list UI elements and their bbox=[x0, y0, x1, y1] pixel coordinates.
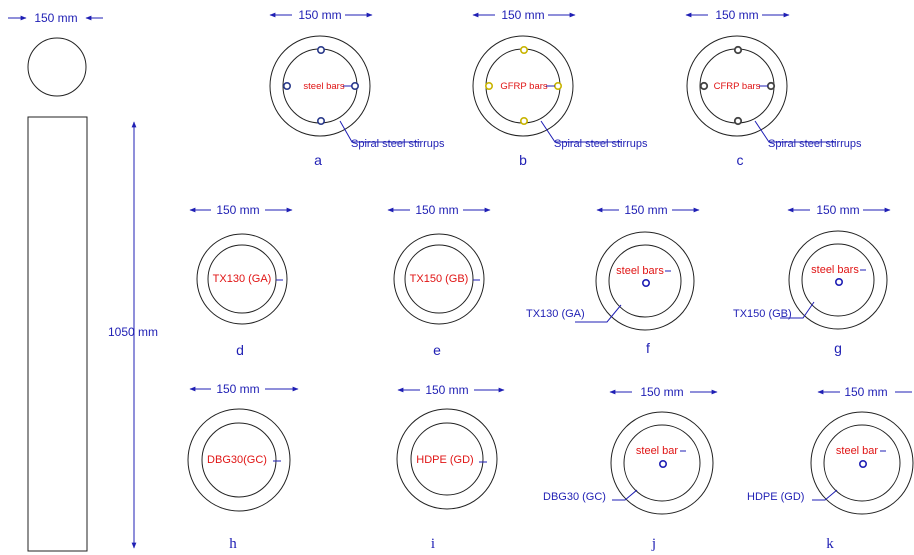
inner-circle bbox=[623, 424, 701, 502]
bars-label: steel bars bbox=[303, 81, 344, 92]
spiral-label: Spiral steel stirrups bbox=[351, 138, 445, 150]
bar bbox=[766, 81, 776, 91]
dimension-label: 150 mm bbox=[844, 385, 887, 399]
bar bbox=[519, 117, 528, 126]
panel-letter: d bbox=[236, 342, 244, 358]
outer-circle bbox=[393, 233, 485, 325]
bars-label: GFRP bars bbox=[500, 81, 548, 92]
leader-line bbox=[780, 301, 815, 319]
spiral-label: Spiral steel stirrups bbox=[554, 138, 648, 150]
leader-line bbox=[575, 304, 622, 323]
outer-circle bbox=[269, 35, 371, 137]
inner-label: HDPE (GD) bbox=[416, 454, 473, 466]
bar bbox=[641, 278, 650, 287]
dimension-label: 150 mm bbox=[216, 382, 259, 396]
bar bbox=[316, 45, 325, 54]
specimen-d: 150 mm TX130 (GA) d bbox=[189, 203, 293, 358]
panel-letter: i bbox=[431, 536, 435, 552]
inner-label: steel bar bbox=[836, 445, 879, 457]
ring-label: DBG30 (GC) bbox=[543, 491, 606, 503]
specimen-e: 150 mm TX150 (GB) e bbox=[387, 203, 491, 358]
outer-circle bbox=[396, 408, 498, 510]
bar bbox=[658, 459, 667, 468]
leader-line bbox=[612, 489, 638, 501]
dimension-label: 150 mm bbox=[640, 385, 683, 399]
inner-label: steel bars bbox=[811, 264, 859, 276]
panel-letter: c bbox=[737, 152, 744, 168]
dimension-label: 150 mm bbox=[501, 8, 544, 22]
leader-line bbox=[339, 120, 420, 143]
specimen-g: 150 mm steel bars TX150 (GB) g bbox=[733, 203, 891, 356]
specimen-a: 150 mm steel bars Spiral steel stirrups … bbox=[269, 8, 445, 168]
dimension-label: 150 mm bbox=[715, 8, 758, 22]
bars-label: CFRP bars bbox=[714, 81, 761, 92]
outer-circle bbox=[187, 408, 291, 512]
bar bbox=[834, 277, 843, 286]
dimension-label: 150 mm bbox=[216, 203, 259, 217]
panel-letter: j bbox=[651, 536, 656, 552]
specimen-b: 150 mm GFRP bars Spiral steel stirrups b bbox=[472, 8, 648, 168]
column-height-label: 1050 mm bbox=[108, 325, 158, 339]
bar bbox=[733, 116, 743, 126]
specimen-i: 150 mm HDPE (GD) i bbox=[396, 383, 505, 552]
specimen-h: 150 mm DBG30(GC) h bbox=[187, 382, 299, 552]
outer-circle bbox=[788, 230, 888, 330]
specimen-j: 150 mm steel bar DBG30 (GC) j bbox=[543, 385, 718, 552]
inner-label: DBG30(GC) bbox=[207, 454, 267, 466]
bar bbox=[858, 459, 867, 468]
specimen-f: 150 mm steel bars TX130 (GA) f bbox=[526, 203, 700, 356]
specimen-c: 150 mm CFRP bars Spiral steel stirrups c bbox=[685, 8, 862, 168]
bar bbox=[553, 82, 562, 91]
ring-label: TX150 (GB) bbox=[733, 308, 792, 320]
bar bbox=[282, 82, 291, 91]
inner-circle bbox=[201, 422, 277, 498]
ring-label: TX130 (GA) bbox=[526, 308, 585, 320]
inner-circle bbox=[801, 243, 875, 317]
bar bbox=[316, 117, 325, 126]
inner-label: TX130 (GA) bbox=[213, 273, 272, 285]
leader-line bbox=[754, 120, 836, 143]
column-section-circle bbox=[27, 37, 87, 97]
inner-circle bbox=[823, 424, 901, 502]
column-diameter-label: 150 mm bbox=[34, 11, 77, 25]
inner-circle bbox=[207, 244, 277, 314]
dimension-label: 150 mm bbox=[415, 203, 458, 217]
ring-label: HDPE (GD) bbox=[747, 491, 804, 503]
outer-circle bbox=[472, 35, 574, 137]
outer-circle bbox=[610, 411, 714, 515]
outer-circle bbox=[686, 35, 788, 137]
dimension-label: 150 mm bbox=[298, 8, 341, 22]
panel-letter: f bbox=[646, 340, 650, 356]
outer-circle bbox=[196, 233, 288, 325]
inner-label: steel bars bbox=[616, 265, 664, 277]
leader-line bbox=[540, 120, 622, 143]
dimension-label: 150 mm bbox=[816, 203, 859, 217]
bar bbox=[699, 81, 709, 91]
dimension-label: 150 mm bbox=[624, 203, 667, 217]
bar bbox=[350, 82, 359, 91]
leader-line bbox=[812, 489, 838, 501]
column-elevation: 150 mm 1050 mm bbox=[8, 11, 158, 552]
inner-circle bbox=[404, 244, 474, 314]
outer-circle bbox=[810, 411, 914, 515]
bar bbox=[733, 45, 743, 55]
spiral-label: Spiral steel stirrups bbox=[768, 138, 862, 150]
column-body bbox=[27, 116, 88, 552]
dimension-label: 150 mm bbox=[425, 383, 468, 397]
panel-letter: b bbox=[519, 152, 527, 168]
inner-circle bbox=[410, 422, 484, 496]
inner-label: TX150 (GB) bbox=[410, 273, 469, 285]
bar bbox=[519, 45, 528, 54]
outer-circle bbox=[595, 231, 695, 331]
panel-letter: g bbox=[834, 340, 842, 356]
panel-letter: e bbox=[433, 342, 441, 358]
inner-circle bbox=[608, 244, 682, 318]
bar bbox=[484, 82, 493, 91]
inner-label: steel bar bbox=[636, 445, 679, 457]
specimen-k: 150 mm steel bar HDPE (GD) k bbox=[747, 385, 914, 552]
panel-letter: a bbox=[314, 152, 322, 168]
panel-letter: h bbox=[229, 536, 237, 552]
panel-letter: k bbox=[826, 536, 834, 552]
